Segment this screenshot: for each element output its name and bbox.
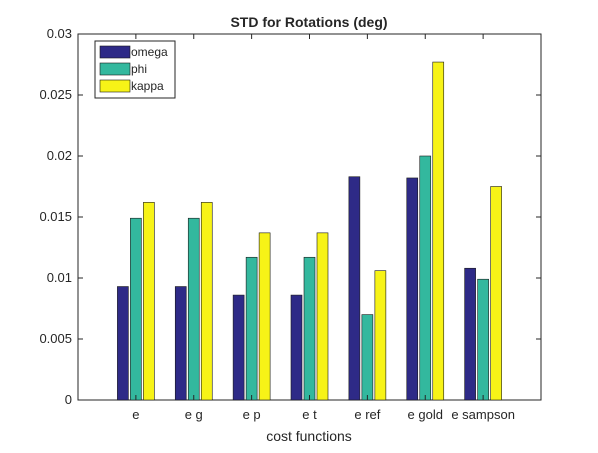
legend-swatch-phi xyxy=(99,62,131,76)
y-tick-label: 0.03 xyxy=(47,26,72,41)
bar-kappa-4 xyxy=(374,270,387,401)
bar-phi-4 xyxy=(361,314,374,401)
bar-omega-4 xyxy=(348,176,361,401)
bars-layer xyxy=(117,61,502,401)
bar-kappa-3 xyxy=(316,232,329,401)
y-tick-label: 0.025 xyxy=(39,87,72,102)
bar-phi-6 xyxy=(477,278,489,401)
x-axis: e e g e p e t e ref e gold e sampson xyxy=(132,34,515,422)
y-tick-label: 0.005 xyxy=(39,331,72,346)
y-tick-label: 0.01 xyxy=(47,270,72,285)
y-tick-label: 0.02 xyxy=(47,148,72,163)
bar-omega-0 xyxy=(117,286,129,401)
bar-phi-2 xyxy=(245,256,258,401)
bar-kappa-0 xyxy=(143,202,155,401)
legend-label-kappa: kappa xyxy=(131,79,164,93)
bar-omega-5 xyxy=(406,177,419,401)
bar-omega-3 xyxy=(290,294,303,401)
x-tick-label: e g xyxy=(185,407,203,422)
legend-swatch-omega xyxy=(99,45,131,59)
bar-phi-0 xyxy=(130,217,142,401)
legend-label-omega: omega xyxy=(131,45,168,59)
chart-title: STD for Rotations (deg) xyxy=(230,14,387,30)
bar-omega-6 xyxy=(464,267,476,401)
bar-kappa-5 xyxy=(432,61,445,401)
y-tick-label: 0.015 xyxy=(39,209,72,224)
y-tick-label: 0 xyxy=(65,392,72,407)
x-axis-label: cost functions xyxy=(266,428,352,444)
legend-swatch-kappa xyxy=(99,79,131,93)
bar-kappa-6 xyxy=(490,186,502,401)
x-tick-label: e sampson xyxy=(451,407,515,422)
x-tick-label: e xyxy=(132,407,139,422)
bar-omega-1 xyxy=(174,286,187,401)
bar-kappa-2 xyxy=(258,232,271,401)
x-tick-label: e p xyxy=(243,407,261,422)
bar-omega-2 xyxy=(232,294,245,401)
legend: omega phi kappa xyxy=(94,40,176,99)
bar-phi-1 xyxy=(187,217,200,401)
x-tick-label: e t xyxy=(302,407,317,422)
x-tick-label: e gold xyxy=(408,407,443,422)
bar-phi-3 xyxy=(303,256,316,401)
y-axis: 0 0.005 0.01 0.015 0.02 0.025 0.03 xyxy=(39,26,541,407)
bar-phi-5 xyxy=(419,155,432,401)
x-tick-label: e ref xyxy=(354,407,380,422)
legend-label-phi: phi xyxy=(131,62,147,76)
bar-kappa-1 xyxy=(200,202,213,401)
